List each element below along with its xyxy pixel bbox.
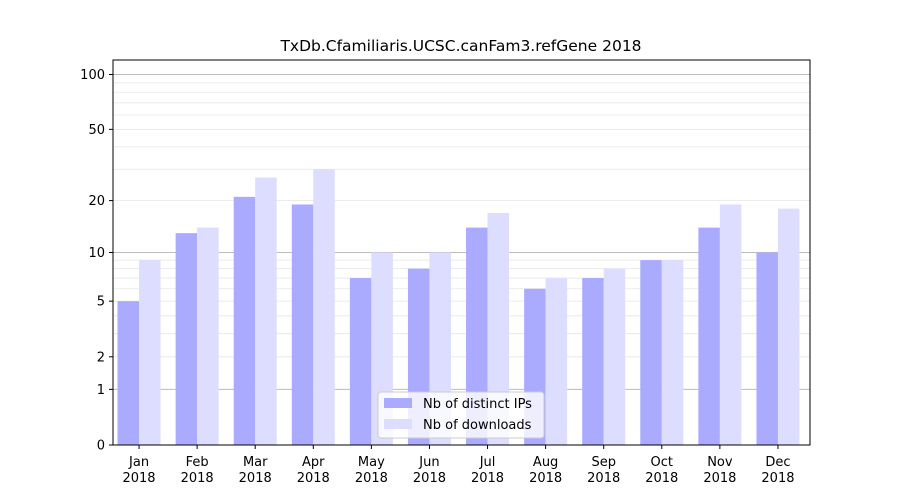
chart-title: TxDb.Cfamiliaris.UCSC.canFam3.refGene 20…: [279, 37, 641, 55]
bar-downloads-aug: [545, 278, 568, 445]
y-tick-label: 100: [80, 68, 105, 83]
bar-distinct-ips-oct: [640, 260, 662, 445]
bars: [117, 169, 800, 445]
bar-distinct-ips-may: [349, 278, 372, 445]
x-tick-label-may: May 2018: [355, 455, 388, 486]
x-tick-label-oct: Oct 2018: [645, 455, 678, 486]
y-tick-label: 0: [97, 439, 105, 454]
legend-box: [377, 391, 545, 439]
x-tick-label-mar: Mar 2018: [239, 455, 272, 486]
x-tick-label-feb: Feb 2018: [181, 455, 214, 486]
y-tick-label: 50: [88, 123, 105, 138]
bar-distinct-ips-mar: [233, 196, 256, 445]
bar-downloads-apr: [313, 169, 335, 445]
x-tick-label-jul: Jul 2018: [471, 455, 504, 486]
legend-swatch-distinct-ips: [384, 398, 412, 408]
legend-label-downloads: Nb of downloads: [423, 418, 532, 433]
x-tick-label-aug: Aug 2018: [529, 455, 562, 486]
legend-label-distinct-ips: Nb of distinct IPs: [423, 397, 532, 412]
x-tick-label-dec: Dec 2018: [761, 455, 794, 486]
bar-distinct-ips-apr: [291, 204, 314, 445]
x-tick-label-sep: Sep 2018: [587, 455, 620, 486]
bar-downloads-mar: [255, 177, 277, 445]
bar-distinct-ips-nov: [698, 227, 720, 445]
x-axis: Jan 2018 Feb 2018 Mar 2018 Apr 2018 May 2018 Jun 20…: [122, 445, 795, 486]
bar-distinct-ips-feb: [175, 233, 198, 445]
bar-distinct-ips-jan: [117, 301, 140, 445]
y-tick-label: 1: [97, 383, 105, 398]
x-tick-label-jan: Jan 2018: [122, 455, 155, 486]
legend-swatch-downloads: [384, 419, 412, 429]
bar-downloads-sep: [603, 268, 626, 445]
y-axis: 0 1 2 5 10 20 50 100: [80, 68, 113, 454]
y-tick-label: 10: [88, 246, 105, 261]
bar-downloads-oct: [661, 260, 684, 445]
bar-downloads-jan: [139, 260, 161, 445]
bar-downloads-jul: [487, 212, 510, 445]
y-tick-label: 2: [97, 350, 105, 365]
y-tick-label: 20: [88, 194, 105, 209]
x-tick-label-nov: Nov 2018: [703, 455, 736, 486]
bar-distinct-ips-jul: [466, 227, 488, 445]
bar-distinct-ips-sep: [582, 278, 604, 445]
x-tick-label-jun: Jun 2018: [413, 455, 446, 486]
legend: Nb of distinct IPs Nb of downloads: [377, 391, 545, 439]
x-tick-label-apr: Apr 2018: [297, 455, 330, 486]
y-tick-label: 5: [97, 295, 105, 310]
bar-downloads-dec: [777, 208, 800, 445]
bar-downloads-feb: [197, 227, 219, 445]
grid-lines: [113, 74, 810, 390]
bar-downloads-nov: [719, 204, 742, 445]
bar-distinct-ips-dec: [756, 252, 778, 445]
